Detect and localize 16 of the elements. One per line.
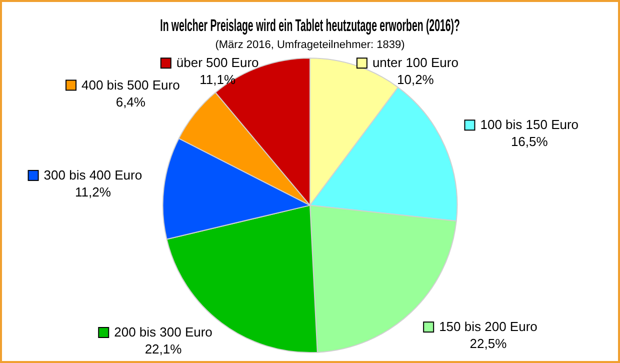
data-label: 10,2% — [397, 72, 434, 88]
legend-label: über 500 Euro — [176, 55, 259, 70]
legend-label: 150 bis 200 Euro — [439, 319, 538, 334]
data-label: 11,1% — [200, 72, 236, 88]
chart-title: In welcher Preislage wird ein Tablet heutzutage erworben (2016)? — [160, 14, 460, 35]
legend-label: 400 bis 500 Euro — [82, 77, 180, 92]
legend-label: unter 100 Euro — [372, 55, 458, 70]
chart-subtitle: (März 2016, Umfrageteilnehmer: 1839) — [215, 39, 405, 52]
data-label: 22,1% — [144, 342, 182, 357]
data-label: 22,5% — [470, 336, 508, 352]
legend-label: 300 bis 400 Euro — [44, 168, 142, 183]
legend-label: 100 bis 150 Euro — [480, 117, 579, 132]
data-label: 16,5% — [510, 134, 548, 150]
data-label: 11,2% — [74, 184, 112, 200]
legend-label: 200 bis 300 Euro — [114, 324, 212, 340]
data-label: 6,4% — [116, 94, 146, 110]
